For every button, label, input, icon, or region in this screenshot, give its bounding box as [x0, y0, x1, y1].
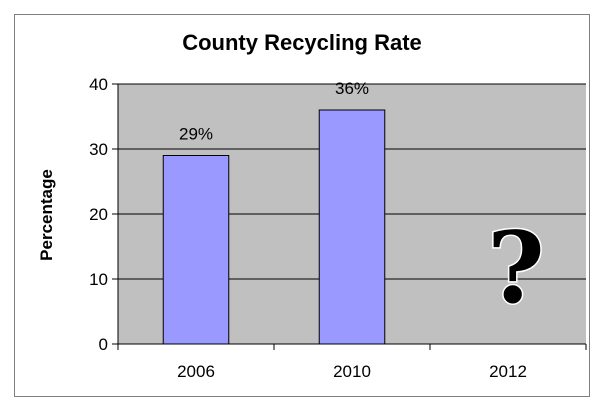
data-label-2006: 29%	[179, 125, 213, 144]
x-tick-label: 2010	[333, 362, 371, 381]
y-tick-label: 10	[89, 270, 108, 289]
y-tick-label: 40	[89, 75, 108, 94]
bar-2010	[319, 110, 385, 344]
data-label-2010: 36%	[335, 79, 369, 98]
y-tick-label: 0	[99, 335, 108, 354]
y-axis-title: Percentage	[37, 169, 56, 261]
x-tick-label: 2012	[489, 362, 527, 381]
x-tick-label: 2006	[177, 362, 215, 381]
y-tick-label: 20	[89, 205, 108, 224]
question-mark-annotation: ?	[487, 211, 544, 326]
bar-2006	[163, 156, 229, 345]
y-tick-label: 30	[89, 140, 108, 159]
